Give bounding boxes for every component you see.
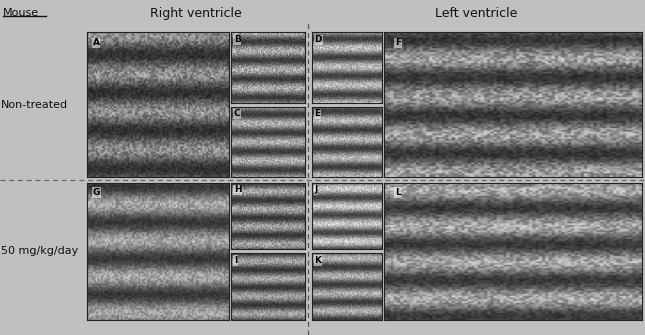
Text: C: C	[234, 109, 241, 118]
Text: 50 mg/kg/day: 50 mg/kg/day	[1, 246, 79, 256]
Text: Mouse: Mouse	[3, 8, 39, 18]
Text: K: K	[314, 256, 321, 265]
Text: Left ventricle: Left ventricle	[435, 7, 518, 20]
Text: Right ventricle: Right ventricle	[150, 7, 242, 20]
Text: L: L	[395, 188, 401, 197]
Text: B: B	[234, 35, 241, 44]
Text: F: F	[395, 38, 401, 47]
Text: Non-treated: Non-treated	[1, 99, 68, 110]
Text: A: A	[93, 38, 100, 47]
Text: I: I	[234, 256, 237, 265]
Text: G: G	[93, 188, 100, 197]
Text: J: J	[314, 185, 318, 194]
Text: H: H	[234, 185, 241, 194]
Text: D: D	[314, 35, 322, 44]
Text: E: E	[314, 109, 321, 118]
